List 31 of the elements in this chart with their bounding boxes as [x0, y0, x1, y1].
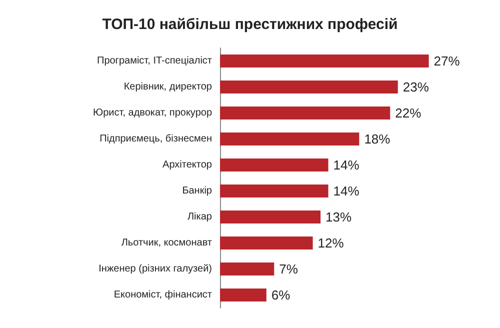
y-tick-label: Архітектор — [162, 160, 212, 170]
data-label: 13% — [326, 210, 352, 224]
y-tick-label: Банкір — [182, 186, 212, 196]
bar — [220, 158, 328, 172]
bar — [220, 80, 398, 94]
chart-title: ТОП-10 найбільш престижних професій — [102, 16, 398, 33]
y-tick-label: Керівник, директор — [124, 82, 212, 92]
y-tick-label: Інженер (різних галузей) — [98, 264, 212, 274]
data-label: 14% — [333, 184, 360, 198]
y-tick-label: Лікар — [187, 212, 212, 222]
bar — [220, 210, 321, 224]
bar — [220, 184, 328, 198]
data-label: 27% — [434, 54, 460, 68]
data-label: 23% — [402, 80, 430, 94]
bar — [220, 132, 360, 146]
data-label: 12% — [318, 236, 344, 250]
bar — [220, 106, 390, 120]
data-label: 18% — [364, 132, 391, 146]
bar — [220, 288, 266, 302]
y-tick-label: Юрист, адвокат, прокурор — [93, 108, 212, 118]
y-tick-label: Льотчик, космонавт — [121, 238, 212, 248]
data-label: 22% — [395, 106, 422, 120]
data-label: 14% — [333, 158, 360, 172]
bar — [220, 54, 429, 68]
y-tick-label: Підприємець, бізнесмен — [100, 134, 212, 144]
data-label: 7% — [279, 262, 298, 276]
bar — [220, 236, 313, 250]
data-label: 6% — [271, 288, 291, 302]
y-tick-label: Економіст, фінансист — [114, 290, 212, 300]
bar — [220, 262, 274, 276]
y-tick-label: Програміст, IT-спеціаліст — [97, 56, 212, 66]
